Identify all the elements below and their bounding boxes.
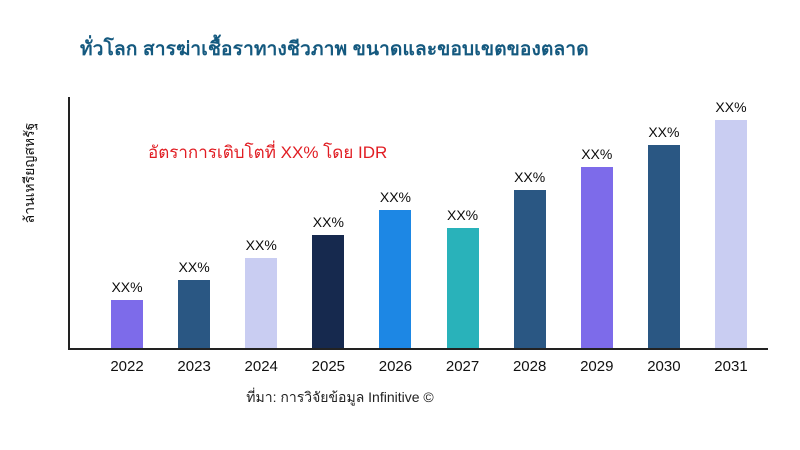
bar-column-2025: XX% 2025 (299, 97, 357, 375)
plot-area: อัตราการเติบโตที่ XX% โดย IDR XX% 2022 XX%… (68, 97, 768, 375)
bar-2026 (379, 209, 412, 348)
bar-value-label: XX% (581, 146, 613, 163)
bar-column-2030: XX% 2030 (635, 97, 693, 375)
x-tick-label: 2029 (580, 358, 614, 375)
x-tick-label: 2026 (378, 358, 413, 375)
source-note: ที่มา: การวิจัยข้อมูล Infinitive © (246, 389, 434, 405)
bar-2031 (714, 119, 747, 348)
bar-2027 (446, 227, 479, 348)
bar-column-2028: XX% 2028 (501, 97, 559, 375)
x-tick-label: 2028 (512, 358, 547, 375)
bar-2029 (580, 167, 613, 348)
bar-column-2027: XX% 2027 (434, 97, 492, 375)
bar-column-2031: XX% 2031 (702, 97, 760, 375)
bar-column-2026: XX% 2026 (366, 97, 424, 375)
bar-column-2024: XX% 2024 (232, 97, 290, 375)
x-tick-label: 2024 (244, 358, 278, 375)
bar-value-label: XX% (379, 188, 411, 205)
bar-value-label: XX% (178, 259, 210, 276)
bar-2023 (178, 280, 211, 348)
bar-column-2023: XX% 2023 (165, 97, 223, 375)
bar-value-label: XX% (648, 123, 680, 140)
bar-2022 (111, 300, 143, 348)
bar-column-2022: XX% 2022 (98, 97, 156, 375)
bar-2025 (312, 235, 345, 348)
growth-rate-annotation: อัตราการเติบโตที่ XX% โดย IDR (148, 143, 388, 162)
bar-value-label: XX% (715, 98, 747, 115)
bar-2028 (513, 189, 546, 348)
x-tick-label: 2022 (110, 358, 144, 375)
bar-value-label: XX% (446, 206, 479, 223)
bar-value-label: XX% (245, 236, 277, 253)
bar-value-label: XX% (312, 214, 344, 231)
bar-2030 (647, 144, 680, 348)
bar-column-2029: XX% 2029 (568, 97, 626, 375)
x-tick-label: 2023 (177, 358, 211, 375)
x-tick-label: 2027 (445, 358, 480, 375)
chart-title: ทั่วโลก สารฆ่าเชื้อราทางชีวภาพ ขนาดและขอ… (80, 39, 589, 60)
bar-value-label: XX% (111, 279, 143, 296)
x-tick-label: 2031 (714, 358, 748, 375)
y-axis-label: ล้านเหรียญสหรัฐ (21, 122, 37, 224)
bar-value-label: XX% (514, 168, 546, 185)
bar-2024 (245, 257, 278, 348)
x-tick-label: 2030 (647, 358, 681, 375)
x-tick-label: 2025 (311, 358, 346, 375)
bars: XX% 2022 XX% 2023 XX% 2024 XX% 2025 XX% 2026 XX% 20… (70, 97, 768, 375)
